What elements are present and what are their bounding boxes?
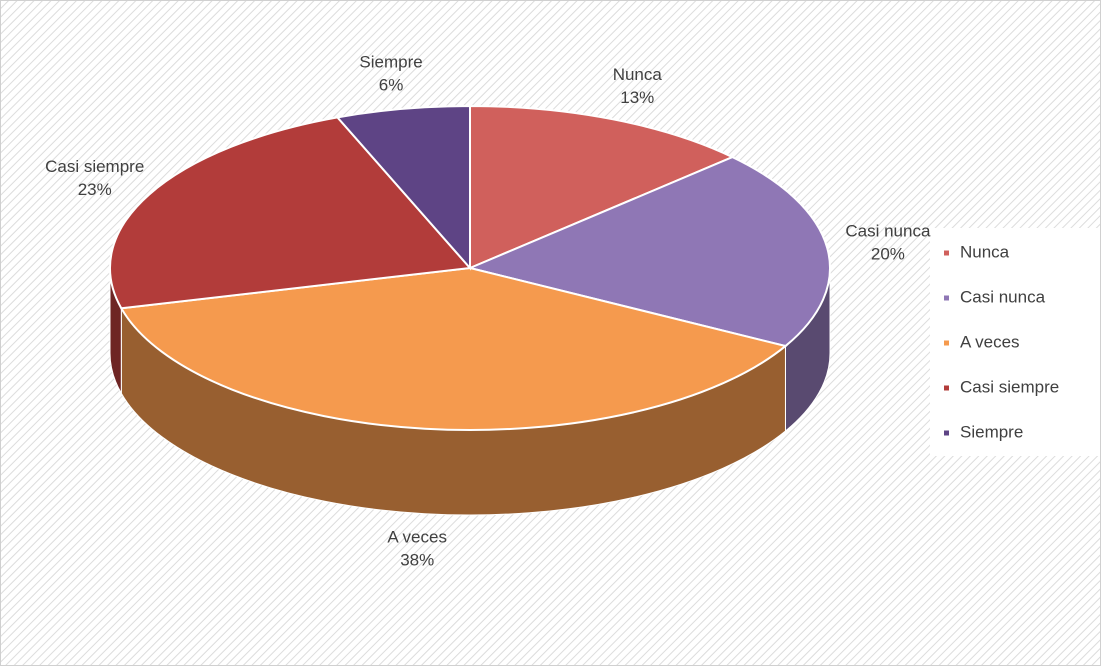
legend-label: Casi siempre (960, 377, 1059, 396)
data-label-value: 38% (400, 551, 434, 570)
legend-swatch (944, 295, 949, 301)
data-label-category: Casi siempre (45, 157, 144, 176)
legend-background (930, 228, 1100, 456)
slice (119, 266, 788, 431)
slice (466, 156, 831, 348)
slice (335, 104, 471, 271)
legend-label: Casi nunca (960, 287, 1046, 306)
data-label-category: Casi nunca (845, 222, 931, 241)
legend-swatch (944, 385, 949, 391)
legend-swatch (944, 250, 949, 256)
data-label-value: 20% (871, 245, 905, 264)
data-label-value: 6% (379, 75, 404, 94)
legend-label: Nunca (960, 242, 1010, 261)
data-label-category: A veces (387, 528, 447, 547)
data-label-category: Nunca (613, 65, 663, 84)
data-label-category: Siempre (359, 52, 422, 71)
legend-swatch (944, 340, 949, 346)
legend-label: Siempre (960, 422, 1023, 441)
slice (469, 104, 735, 270)
data-label-value: 13% (620, 88, 654, 107)
slice (109, 116, 473, 310)
data-label-value: 23% (78, 180, 112, 199)
legend-swatch (944, 430, 949, 436)
legend-label: A veces (960, 332, 1020, 351)
